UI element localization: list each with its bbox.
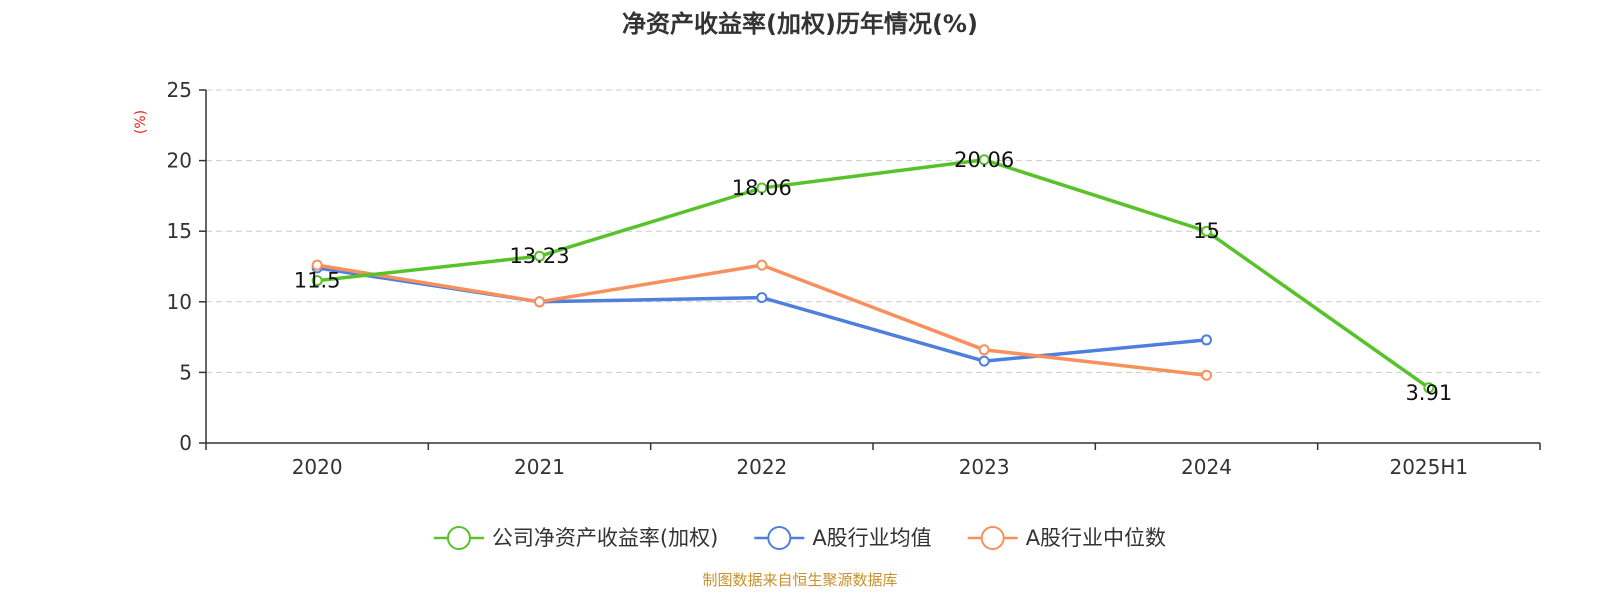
legend-item: A股行业均值 [754,526,932,550]
data-point [1201,225,1212,237]
data-label: 20.06 [954,148,1014,172]
legend-circle-marker [767,526,792,550]
y-tick-label: 10 [167,290,192,314]
data-point [756,292,768,304]
source-note: 制图数据来自恒生聚源数据库 [702,571,897,589]
data-point [978,154,990,166]
y-tick-label: 15 [167,219,192,243]
series-line [316,266,1207,363]
x-tick-label: 2021 [514,455,565,479]
x-tick-label: 2024 [1181,455,1232,479]
data-label: 15 [1193,219,1220,243]
data-label: 11.5 [294,269,341,293]
data-point [1201,369,1212,381]
y-tick-label: 25 [167,78,192,102]
data-point [978,355,990,367]
data-point [1423,382,1435,394]
x-tick-label: 2023 [959,455,1010,479]
legend-circle-marker [980,526,1005,550]
legend-circle-marker [446,526,471,550]
legend-label: A股行业中位数 [1026,526,1166,550]
series-layer [311,154,1435,394]
legend-item: A股行业中位数 [967,526,1166,550]
data-label: 3.91 [1405,381,1452,405]
data-point [534,250,545,262]
y-tick-label: 5 [179,360,192,384]
legend-label: A股行业均值 [812,526,931,550]
y-tick-label: 20 [167,149,192,173]
legend-label: 公司净资产收益率(加权) [492,526,718,550]
x-tick-label: 2020 [292,455,343,479]
data-label: 18.06 [732,176,792,200]
x-tick-label: 2022 [736,455,787,479]
data-point [311,275,323,287]
series-line [316,263,1207,377]
y-tick-label: 0 [179,431,192,455]
data-point [534,296,545,308]
series-line [316,158,1430,390]
grid-layer [206,89,1540,373]
legend-item: 公司净资产收益率(加权) [433,526,718,550]
x-tick-label: 2025H1 [1389,455,1468,479]
y-axis-unit-label: (%) [133,110,149,134]
data-label: 13.23 [509,244,569,268]
data-label-layer: 11.5 13.23 18.06 20.06 15 3.91 [294,148,1452,405]
data-point [1201,334,1212,346]
axis-layer: 0 5 10 15 20 25 2020 2021 2022 2023 2024 2025H1 [167,78,1541,479]
data-point [756,259,768,271]
data-point [978,344,990,356]
chart-title: 净资产收益率(加权)历年情况(%) [622,10,978,38]
data-point [311,259,323,271]
legend: 公司净资产收益率(加权) A股行业均值 A股行业中位数 [433,526,1166,550]
data-point [756,182,768,194]
